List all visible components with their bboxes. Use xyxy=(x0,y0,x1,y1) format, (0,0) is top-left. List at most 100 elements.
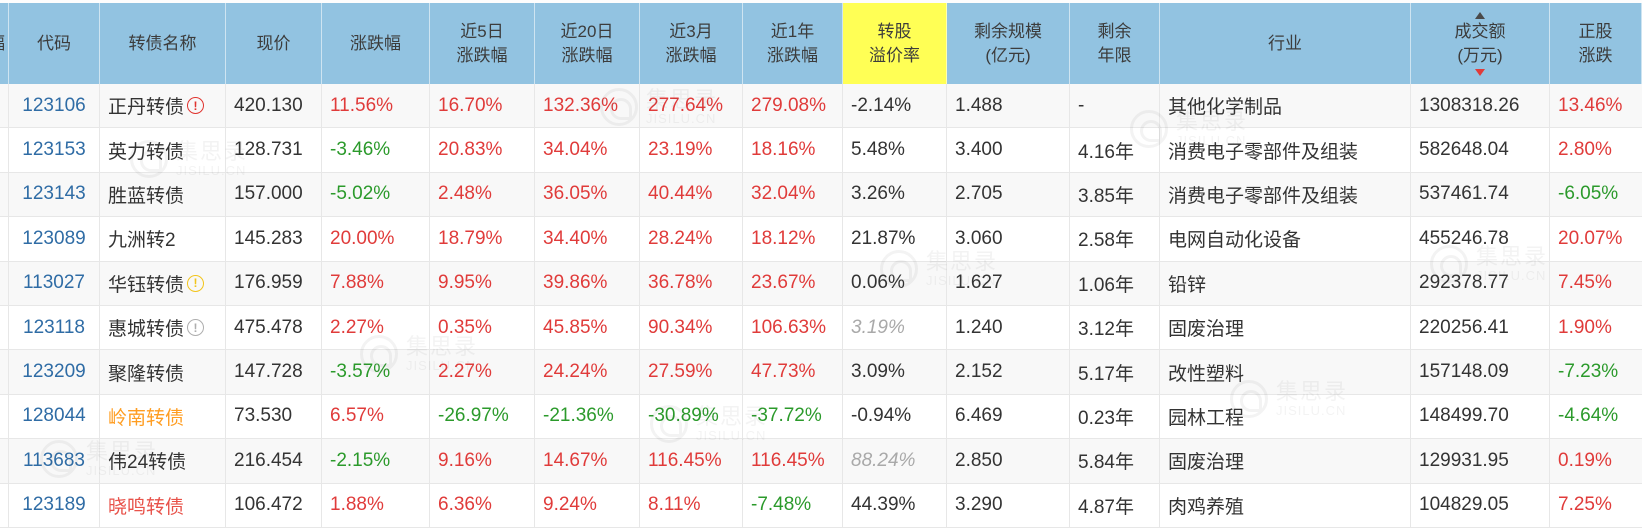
cell-chg20: 34.40% xyxy=(535,217,640,261)
cell-name[interactable]: 胜蓝转债 xyxy=(100,172,226,217)
cell-name[interactable]: 华钰转债! xyxy=(100,261,226,305)
cell-value: 6.36% xyxy=(438,494,492,516)
cell-code[interactable]: 123143 xyxy=(9,172,100,217)
cell-value: 3.19% xyxy=(851,316,905,338)
col-header-label2: 溢价率 xyxy=(869,45,920,65)
cell-name[interactable]: 英力转债 xyxy=(100,128,226,172)
cell-price: 106.472 xyxy=(226,483,322,527)
col-header-industry[interactable]: 行业 xyxy=(1160,3,1411,84)
cell-code[interactable]: 123153 xyxy=(9,128,100,172)
cell-value: 123209 xyxy=(22,361,86,383)
cell-price: 73.530 xyxy=(226,394,322,439)
cell-value: 20.83% xyxy=(438,139,503,161)
cell-value: 34.04% xyxy=(543,139,608,161)
cell-name[interactable]: 伟24转债 xyxy=(100,439,226,483)
sort-desc-icon[interactable] xyxy=(1475,68,1485,76)
cell-chg3m: 23.19% xyxy=(640,128,743,172)
cell-code[interactable]: 113683 xyxy=(9,439,100,483)
cell-value: 1.06年 xyxy=(1078,274,1134,296)
cell-code[interactable]: 123209 xyxy=(9,350,100,394)
cell-value: -30.89% xyxy=(648,405,719,427)
col-header-size[interactable]: 剩余规模 (亿元) xyxy=(947,3,1070,84)
cell-chg: -3.57% xyxy=(322,350,430,394)
cell-years: 4.87年 xyxy=(1070,483,1160,527)
cell-value: 2.27% xyxy=(438,361,492,383)
cell-name[interactable]: 晓鸣转债 xyxy=(100,483,226,527)
cell-code[interactable]: 123106 xyxy=(9,84,100,128)
cell-value: 18.79% xyxy=(438,227,503,249)
cell-value: 147.728 xyxy=(234,361,303,383)
col-header-price[interactable]: 现价 xyxy=(226,3,322,84)
cell-name[interactable]: 惠城转债! xyxy=(100,305,226,350)
col-header-chg20[interactable]: 近20日 涨跌幅 xyxy=(535,3,640,84)
cell-years: 3.12年 xyxy=(1070,305,1160,350)
cell-price: 147.728 xyxy=(226,350,322,394)
cell-value: 128.731 xyxy=(234,139,303,161)
cell-value: 1.88% xyxy=(330,494,384,516)
cell-size: 6.469 xyxy=(947,394,1070,439)
cell-code[interactable]: 123118 xyxy=(9,305,100,350)
cell-name[interactable]: 九洲转2 xyxy=(100,217,226,261)
col-header-years[interactable]: 剩余 年限 xyxy=(1070,3,1160,84)
cell-value: 277.64% xyxy=(648,94,724,116)
cell-value: 36.78% xyxy=(648,272,713,294)
cell-value: 23.19% xyxy=(648,139,713,161)
col-header-label2: 涨跌幅 xyxy=(456,45,508,65)
col-header-label: 行业 xyxy=(1268,33,1302,53)
alert-yellow-icon: ! xyxy=(187,274,205,292)
col-header-chg5[interactable]: 近5日 涨跌幅 xyxy=(430,3,535,84)
col-header-turnover[interactable]: 成交额 (万元) xyxy=(1411,3,1550,84)
cell-code[interactable]: 128044 xyxy=(9,394,100,439)
col-header-label: 转股 xyxy=(877,21,912,41)
cell-size: 2.850 xyxy=(947,439,1070,483)
cell-value: -3.46% xyxy=(330,139,391,161)
cell-name[interactable]: 岭南转债 xyxy=(100,394,226,439)
cell-code[interactable]: 113027 xyxy=(9,261,100,305)
cell-value: 6.469 xyxy=(955,405,1003,427)
cell-value: 2.27% xyxy=(330,316,384,338)
col-header-name[interactable]: 转债名称 xyxy=(100,3,226,84)
cell-name[interactable]: 聚隆转债 xyxy=(100,350,226,394)
cell-turnover: 220256.41 xyxy=(1411,305,1550,350)
cell-stock_chg: 13.46% xyxy=(1550,84,1642,127)
cell-value: 11.56% xyxy=(330,94,394,116)
col-header-label: 涨跌幅 xyxy=(350,33,401,53)
cell-value: 0.35% xyxy=(438,316,492,338)
cell-chg20: 132.36% xyxy=(535,84,640,128)
cell-price: 176.959 xyxy=(226,261,322,305)
col-header-premium[interactable]: 转股 溢价率 xyxy=(843,3,947,84)
col-header-stock_chg[interactable]: 正股 涨跌 xyxy=(1550,3,1642,84)
cell-code[interactable]: 123089 xyxy=(9,217,100,261)
cell-chg1y: -37.72% xyxy=(743,394,843,439)
cell-name[interactable]: 正丹转债! xyxy=(100,84,226,128)
cell-premium: 44.39% xyxy=(843,483,947,527)
cell-premium: 3.09% xyxy=(843,350,947,394)
cell-chg3m: 90.34% xyxy=(640,305,743,350)
cell-years: - xyxy=(1070,84,1160,128)
cell-code[interactable]: 123189 xyxy=(9,483,100,527)
cell-price: 216.454 xyxy=(226,439,322,483)
cell-value: 3.290 xyxy=(955,494,1003,516)
col-header-chg[interactable]: 涨跌幅 xyxy=(322,3,430,84)
cell-value: 116.45% xyxy=(751,449,825,471)
cell-value: 惠城转债 xyxy=(108,319,185,341)
cell-years: 5.84年 xyxy=(1070,439,1160,483)
cell-value: -0.94% xyxy=(851,405,912,427)
cell-value: 216.454 xyxy=(234,449,303,471)
cell-premium: 3.26% xyxy=(843,172,947,217)
cell-stock_chg: 7.45% xyxy=(1550,262,1642,305)
cell-value: 其他化学制品 xyxy=(1168,97,1283,119)
cell-value: 28.24% xyxy=(648,227,713,249)
clipped-header-glyph: 幅 xyxy=(0,32,5,56)
col-header-chg1y[interactable]: 近1年 涨跌幅 xyxy=(743,3,843,84)
cell-chg20: 45.85% xyxy=(535,305,640,350)
cell-turnover: 1308318.26 xyxy=(1411,84,1550,128)
cell-premium: 3.19% xyxy=(843,305,947,350)
cell-chg: -2.15% xyxy=(322,439,430,483)
bond-row: 123209 聚隆转债 147.728 -3.57% 2.27% 24.24% 27.59%… xyxy=(0,350,1642,395)
cell-value: -2.15% xyxy=(330,449,391,471)
col-header-chg3m[interactable]: 近3月 涨跌幅 xyxy=(640,3,743,84)
cell-value: 32.04% xyxy=(751,183,816,205)
sort-asc-icon[interactable] xyxy=(1475,11,1485,19)
col-header-code[interactable]: 代码 xyxy=(9,3,100,84)
